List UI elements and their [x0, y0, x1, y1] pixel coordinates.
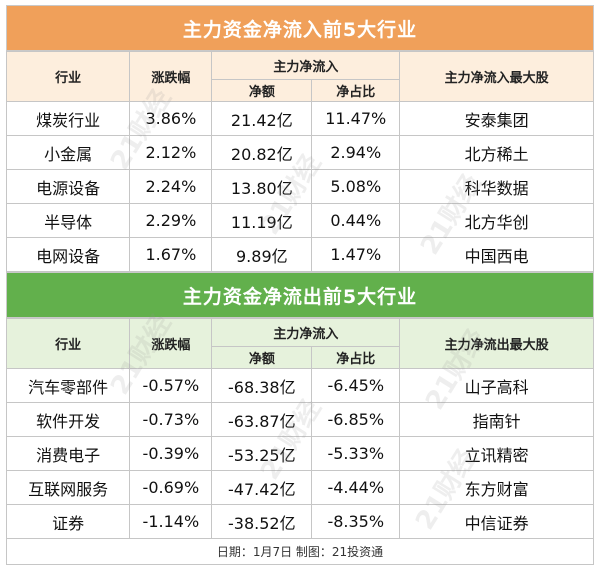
cell-net-amount: 9.89亿 [211, 237, 313, 272]
cell-net-amount: -38.52亿 [211, 504, 313, 539]
cell-change: -1.14% [129, 504, 213, 539]
cell-change: 1.67% [129, 237, 213, 272]
cell-change: -0.73% [129, 402, 213, 437]
cell-top-stock: 北方华创 [399, 203, 594, 238]
table-row: 煤炭行业 3.86% 21.42亿 11.47% 安泰集团 [5, 101, 594, 136]
cell-change: -0.69% [129, 470, 213, 505]
cell-net-amount: -47.42亿 [211, 470, 313, 505]
cell-net-amount: -68.38亿 [211, 368, 313, 403]
cell-net-amount: 21.42亿 [211, 101, 313, 136]
cell-top-stock: 中国西电 [399, 237, 594, 272]
footer-credit: 日期：1月7日 制图：21投资通 [6, 539, 594, 565]
cell-industry: 小金属 [5, 135, 131, 170]
table-row: 消费电子 -0.39% -53.25亿 -5.33% 立讯精密 [5, 436, 594, 471]
header-net-ratio: 净占比 [311, 79, 401, 102]
header-industry: 行业 [5, 318, 131, 369]
cell-top-stock: 中信证券 [399, 504, 594, 539]
cell-net-ratio: -4.44% [311, 470, 401, 505]
cell-net-ratio: -5.33% [311, 436, 401, 471]
cell-net-ratio: 2.94% [311, 135, 401, 170]
table-row: 半导体 2.29% 11.19亿 0.44% 北方华创 [5, 203, 594, 238]
table-row: 软件开发 -0.73% -63.87亿 -6.85% 指南针 [5, 402, 594, 437]
cell-industry: 互联网服务 [5, 470, 131, 505]
inflow-title: 主力资金净流入前5大行业 [6, 5, 594, 51]
header-change: 涨跌幅 [129, 51, 213, 102]
cell-industry: 电源设备 [5, 169, 131, 204]
cell-industry: 证券 [5, 504, 131, 539]
cell-change: -0.39% [129, 436, 213, 471]
outflow-title: 主力资金净流出前5大行业 [6, 272, 594, 318]
cell-net-ratio: 0.44% [311, 203, 401, 238]
cell-net-amount: 20.82亿 [211, 135, 313, 170]
cell-top-stock: 指南针 [399, 402, 594, 437]
cell-industry: 汽车零部件 [5, 368, 131, 403]
cell-top-stock: 山子高科 [399, 368, 594, 403]
header-top-stock: 主力净流出最大股 [399, 318, 594, 369]
cell-industry: 半导体 [5, 203, 131, 238]
cell-net-ratio: 11.47% [311, 101, 401, 136]
cell-change: 2.24% [129, 169, 213, 204]
header-change: 涨跌幅 [129, 318, 213, 369]
cell-top-stock: 东方财富 [399, 470, 594, 505]
cell-net-ratio: -8.35% [311, 504, 401, 539]
cell-change: 2.12% [129, 135, 213, 170]
cell-change: 2.29% [129, 203, 213, 238]
cell-net-amount: 13.80亿 [211, 169, 313, 204]
inflow-table: 行业 涨跌幅 主力净流入 主力净流入最大股 净额 净占比 煤炭行业 3.86% … [5, 51, 594, 272]
cell-net-amount: -63.87亿 [211, 402, 313, 437]
cell-net-ratio: 5.08% [311, 169, 401, 204]
cell-top-stock: 科华数据 [399, 169, 594, 204]
header-top-stock: 主力净流入最大股 [399, 51, 594, 102]
cell-net-ratio: -6.85% [311, 402, 401, 437]
cell-industry: 煤炭行业 [5, 101, 131, 136]
cell-net-ratio: 1.47% [311, 237, 401, 272]
header-net-amount: 净额 [211, 346, 313, 369]
cell-industry: 电网设备 [5, 237, 131, 272]
outflow-table: 行业 涨跌幅 主力净流入 主力净流出最大股 净额 净占比 汽车零部件 -0.57… [5, 318, 594, 539]
header-net-group: 主力净流入 [211, 318, 401, 347]
cell-top-stock: 立讯精密 [399, 436, 594, 471]
cell-net-amount: 11.19亿 [211, 203, 313, 238]
cell-industry: 消费电子 [5, 436, 131, 471]
table-row: 电网设备 1.67% 9.89亿 1.47% 中国西电 [5, 237, 594, 272]
cell-net-ratio: -6.45% [311, 368, 401, 403]
header-industry: 行业 [5, 51, 131, 102]
cell-net-amount: -53.25亿 [211, 436, 313, 471]
cell-top-stock: 北方稀土 [399, 135, 594, 170]
table-row: 小金属 2.12% 20.82亿 2.94% 北方稀土 [5, 135, 594, 170]
header-net-ratio: 净占比 [311, 346, 401, 369]
header-net-group: 主力净流入 [211, 51, 401, 80]
cell-change: 3.86% [129, 101, 213, 136]
table-row: 互联网服务 -0.69% -47.42亿 -4.44% 东方财富 [5, 470, 594, 505]
header-net-amount: 净额 [211, 79, 313, 102]
table-row: 汽车零部件 -0.57% -68.38亿 -6.45% 山子高科 [5, 368, 594, 403]
cell-top-stock: 安泰集团 [399, 101, 594, 136]
cell-change: -0.57% [129, 368, 213, 403]
table-row: 证券 -1.14% -38.52亿 -8.35% 中信证券 [5, 504, 594, 539]
cell-industry: 软件开发 [5, 402, 131, 437]
table-row: 电源设备 2.24% 13.80亿 5.08% 科华数据 [5, 169, 594, 204]
